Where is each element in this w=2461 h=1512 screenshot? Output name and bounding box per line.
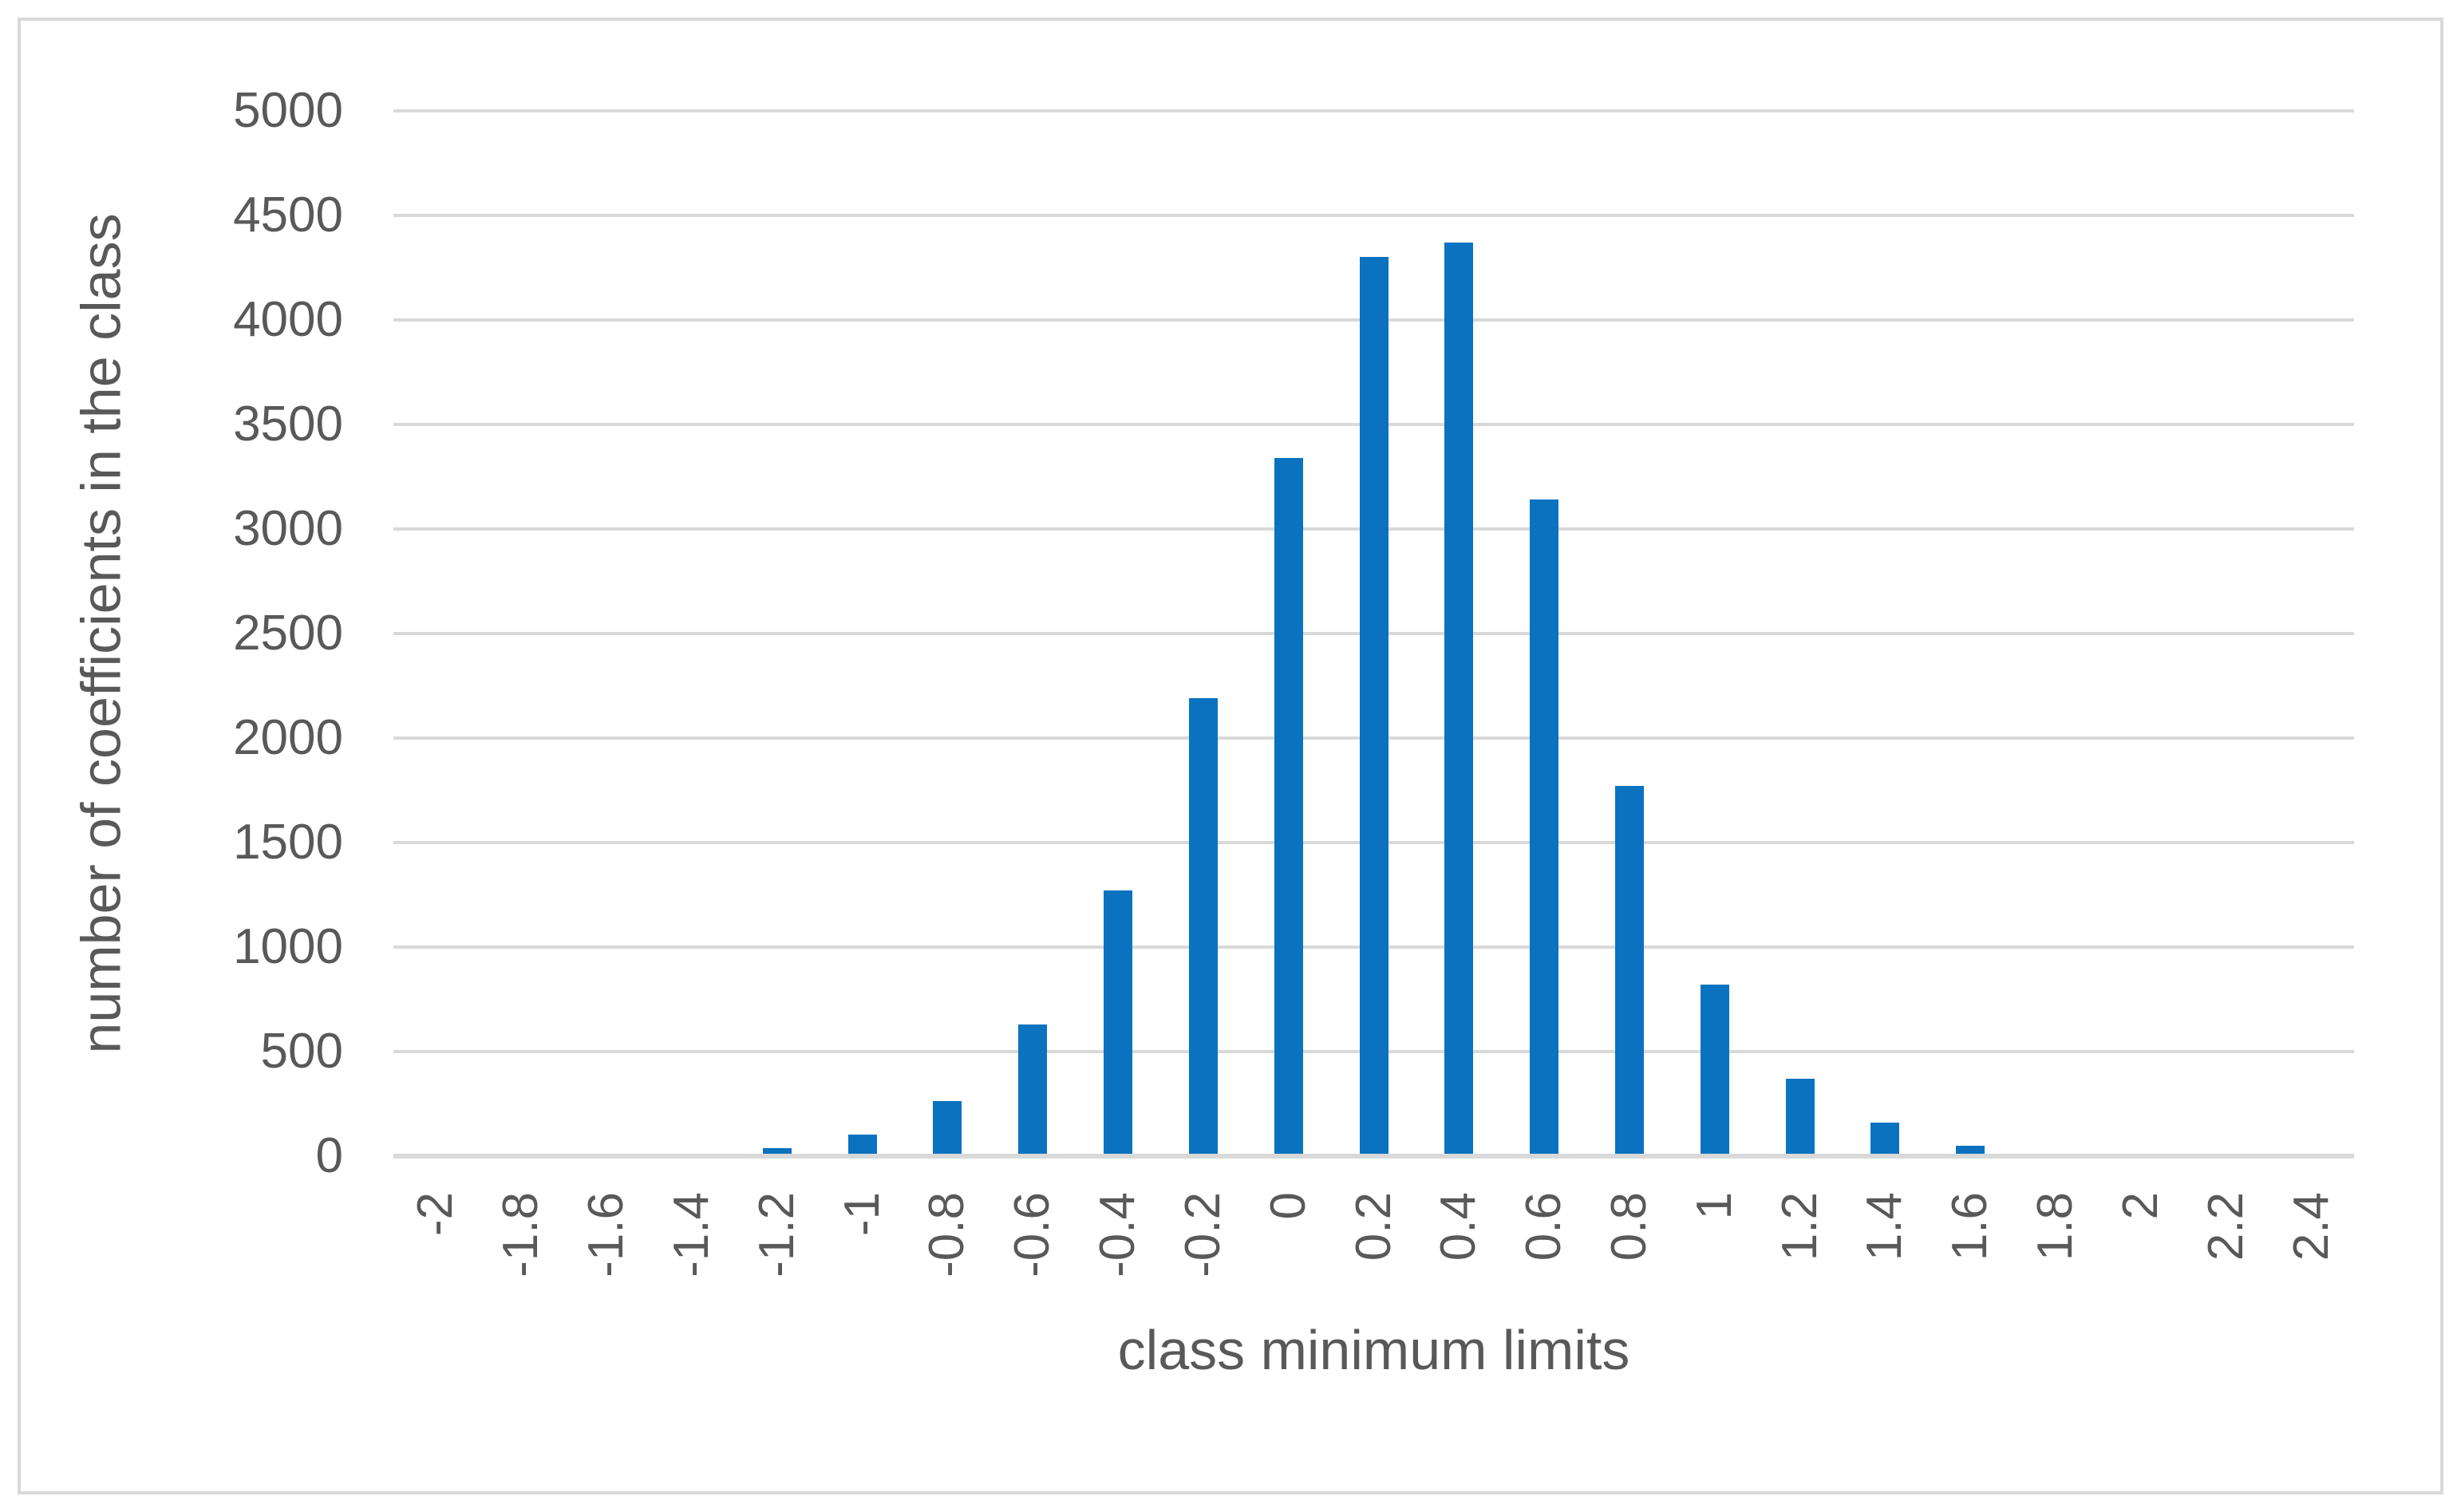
x-tick-label: 2.4 [2283, 1192, 2339, 1261]
y-tick-label: 4500 [233, 188, 343, 243]
x-tick-label: -0.2 [1175, 1192, 1230, 1277]
y-tick-label: 4000 [233, 292, 343, 347]
bar-0.6 [1530, 499, 1559, 1154]
bar-0.2 [1359, 257, 1389, 1154]
x-axis-line [393, 1154, 2354, 1159]
y-tick-label: 0 [315, 1128, 343, 1183]
chart-frame [18, 18, 2443, 1494]
x-tick-label: 2 [2112, 1192, 2168, 1220]
bar--0.6 [1018, 1024, 1048, 1154]
x-tick-label: 1.8 [2028, 1192, 2084, 1261]
x-tick-label: 1.4 [1857, 1192, 1913, 1261]
bar-0.8 [1614, 786, 1644, 1154]
x-tick-label: -1 [834, 1192, 890, 1237]
x-tick-label: -0.8 [919, 1192, 975, 1277]
x-tick-label: 0.4 [1431, 1192, 1487, 1261]
bar--0.8 [933, 1101, 962, 1154]
y-tick-label: 2500 [233, 606, 343, 661]
bar--0.4 [1104, 890, 1133, 1154]
x-axis-title: class minimum limits [1117, 1319, 1630, 1381]
gridline [393, 214, 2354, 217]
y-tick-label: 500 [260, 1024, 343, 1079]
y-tick-label: 3500 [233, 397, 343, 452]
x-tick-label: 0.2 [1345, 1192, 1401, 1261]
gridline [393, 109, 2354, 113]
y-tick-label: 3000 [233, 501, 343, 556]
y-tick-label: 1000 [233, 919, 343, 974]
bar-1 [1700, 985, 1729, 1154]
x-tick-label: -1.8 [493, 1192, 549, 1277]
bar--1.2 [762, 1148, 792, 1154]
y-tick-label: 2000 [233, 710, 343, 765]
x-tick-label: 0 [1260, 1192, 1316, 1220]
x-tick-label: 1 [1686, 1192, 1742, 1220]
x-tick-label: 0.6 [1516, 1192, 1572, 1261]
bar-1.2 [1785, 1079, 1815, 1154]
y-tick-label: 1500 [233, 815, 343, 870]
x-tick-label: 1.2 [1772, 1192, 1827, 1261]
x-tick-label: -0.4 [1090, 1192, 1146, 1277]
x-tick-label: -2 [408, 1192, 464, 1237]
x-tick-label: -1.2 [749, 1192, 804, 1277]
x-tick-label: 2.2 [2198, 1192, 2254, 1261]
bar--0.2 [1188, 698, 1218, 1154]
y-tick-label: 5000 [233, 83, 343, 138]
bar--1 [847, 1135, 877, 1154]
x-tick-label: 1.6 [1942, 1192, 1998, 1261]
bar-0 [1274, 458, 1303, 1154]
x-tick-label: -1.4 [663, 1192, 719, 1277]
x-tick-label: 0.8 [1601, 1192, 1657, 1261]
bar-0.4 [1444, 243, 1474, 1154]
bar-1.6 [1956, 1146, 1985, 1154]
x-tick-label: -0.6 [1005, 1192, 1061, 1277]
x-tick-label: -1.6 [579, 1192, 634, 1277]
bar-1.4 [1870, 1123, 1900, 1154]
